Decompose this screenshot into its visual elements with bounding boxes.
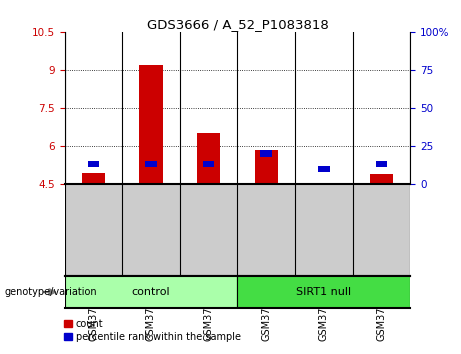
- Text: control: control: [132, 287, 170, 297]
- Bar: [197, 133, 220, 184]
- Bar: [237, 276, 410, 308]
- Bar: [260, 150, 272, 157]
- Bar: [65, 276, 237, 308]
- Title: GDS3666 / A_52_P1083818: GDS3666 / A_52_P1083818: [147, 18, 328, 31]
- Bar: [376, 161, 387, 167]
- Text: genotype/variation: genotype/variation: [5, 287, 97, 297]
- Bar: [203, 161, 214, 167]
- Bar: [318, 166, 330, 172]
- Legend: count, percentile rank within the sample: count, percentile rank within the sample: [60, 315, 245, 346]
- Bar: [145, 161, 157, 167]
- Bar: [370, 174, 393, 184]
- Text: SIRT1 null: SIRT1 null: [296, 287, 351, 297]
- Bar: [313, 183, 336, 184]
- Bar: [254, 150, 278, 184]
- Bar: [82, 173, 105, 184]
- Bar: [88, 161, 99, 167]
- Bar: [140, 65, 163, 184]
